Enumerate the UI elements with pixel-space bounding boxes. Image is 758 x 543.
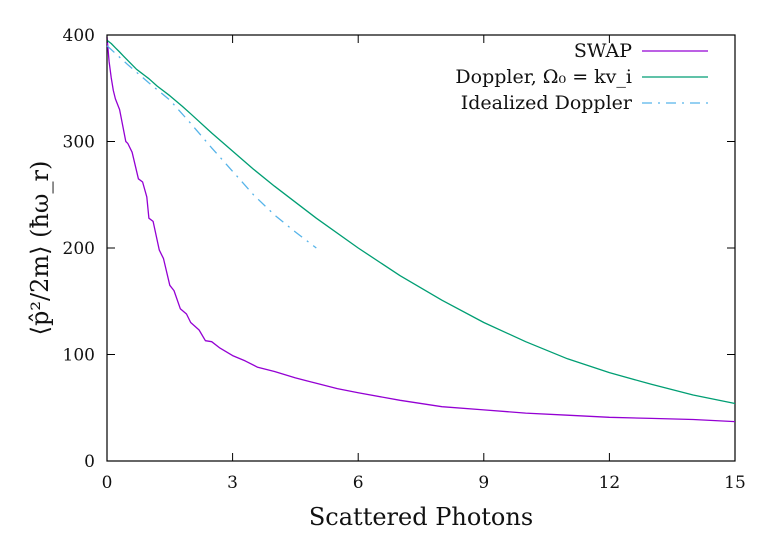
y-tick-label: 100 — [63, 346, 95, 366]
series-line-1 — [106, 39, 736, 405]
y-tick-label: 0 — [84, 452, 95, 472]
x-axis-label: Scattered Photons — [309, 503, 533, 531]
legend-label: SWAP — [574, 40, 632, 62]
legend-label: Idealized Doppler — [461, 92, 633, 114]
series-line-2 — [106, 45, 317, 249]
x-tick-label: 12 — [599, 473, 621, 493]
plot-frame — [106, 34, 736, 462]
y-tick-label: 300 — [63, 133, 95, 153]
x-tick-label: 0 — [102, 473, 113, 493]
y-tick-label: 200 — [63, 239, 95, 259]
y-axis-label: ⟨p̂²/2m⟩ (ħω_r) — [26, 161, 54, 336]
x-tick-label: 9 — [478, 473, 489, 493]
x-tick-label: 6 — [353, 473, 364, 493]
series-line-0 — [106, 37, 736, 423]
x-tick-label: 3 — [227, 473, 238, 493]
legend-label: Doppler, Ω₀ = kv_i — [455, 66, 632, 88]
y-tick-label: 400 — [63, 26, 95, 46]
x-tick-label: 15 — [724, 473, 746, 493]
